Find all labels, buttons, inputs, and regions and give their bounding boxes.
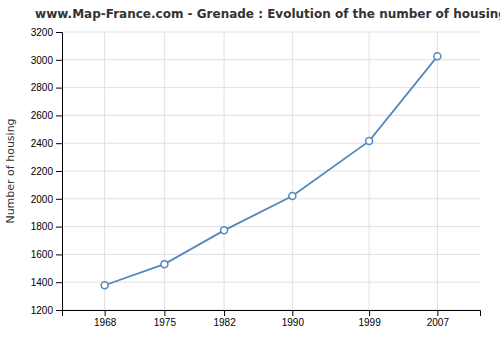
grid-line	[62, 171, 480, 172]
grid-line	[62, 282, 480, 283]
tick-label: 1400	[31, 277, 54, 288]
tick-mark	[56, 227, 62, 228]
tick-mark	[56, 32, 62, 33]
tick: 1200	[31, 305, 62, 316]
tick: 1400	[31, 277, 62, 288]
point	[434, 53, 441, 60]
chart: 1968 1975 1982 1990 1999 2007 1200 1400 1600 1800…	[0, 0, 500, 340]
grid-line	[224, 32, 225, 310]
tick-label: 1999	[358, 317, 381, 328]
y-axis-title: Number of housing	[4, 118, 17, 223]
tick-mark	[56, 143, 62, 144]
tick-label: 1968	[94, 317, 117, 328]
plot: 1968 1975 1982 1990 1999 2007 1200 1400 1600 1800…	[31, 27, 481, 328]
tick: 1968	[94, 310, 117, 328]
point	[221, 227, 228, 234]
tick-mark	[56, 282, 62, 283]
point	[366, 138, 373, 145]
grid-line	[104, 32, 105, 310]
tick-mark	[164, 310, 165, 316]
tick-label: 2600	[31, 110, 54, 121]
y-axis: 1200 1400 1600 1800 2000 2200 2400 2600 2800 3000…	[31, 27, 63, 316]
tick-label: 1975	[154, 317, 177, 328]
grid-line	[62, 32, 480, 33]
tick-mark	[292, 310, 293, 316]
tick-mark	[56, 171, 62, 172]
tick-label: 2007	[427, 317, 450, 328]
tick: 1982	[213, 310, 236, 328]
line	[105, 56, 438, 285]
grid-line	[62, 87, 480, 88]
tick-label: 2400	[31, 138, 54, 149]
tick-mark	[56, 254, 62, 255]
tick: 1990	[282, 310, 305, 328]
tick-label: 3000	[31, 55, 54, 66]
tick-label: 1800	[31, 221, 54, 232]
title: www.Map-France.com - Grenade : Evolution…	[35, 7, 500, 21]
tick: 3000	[31, 55, 62, 66]
tick-label: 1200	[31, 305, 54, 316]
grid-line	[62, 198, 480, 199]
grid-line	[292, 32, 293, 310]
series	[101, 53, 441, 289]
point	[161, 261, 168, 268]
tick: 1800	[31, 221, 62, 232]
tick: 2000	[31, 194, 62, 205]
grid-line	[369, 32, 370, 310]
tick: 2600	[31, 110, 62, 121]
tick-label: 2200	[31, 166, 54, 177]
grid-line	[62, 226, 480, 227]
tick-label: 1600	[31, 249, 54, 260]
tick-mark	[369, 310, 370, 316]
point	[289, 193, 296, 200]
tick-label: 3200	[31, 27, 54, 38]
grid-line	[62, 143, 480, 144]
tick: 3200	[31, 27, 62, 38]
tick-mark	[56, 310, 62, 311]
point	[101, 282, 108, 289]
tick: 1999	[358, 310, 381, 328]
tick: 1975	[154, 310, 177, 328]
tick-label: 1982	[213, 317, 236, 328]
grid-line	[62, 115, 480, 116]
tick: 2200	[31, 166, 62, 177]
axis-line	[56, 33, 63, 311]
axis-line	[63, 311, 481, 317]
tick-mark	[56, 60, 62, 61]
tick-mark	[56, 88, 62, 89]
tick-label: 2800	[31, 82, 54, 93]
tick-mark	[437, 310, 438, 316]
tick: 1600	[31, 249, 62, 260]
grid-line	[62, 59, 480, 60]
tick-mark	[105, 310, 106, 316]
tick: 2400	[31, 138, 62, 149]
tick: 2800	[31, 82, 62, 93]
tick-mark	[56, 199, 62, 200]
grid	[62, 32, 480, 310]
tick-mark	[56, 115, 62, 116]
x-axis: 1968 1975 1982 1990 1999 2007	[63, 310, 481, 328]
grid-line	[437, 32, 438, 310]
tick-label: 1990	[282, 317, 305, 328]
tick-mark	[224, 310, 225, 316]
tick: 2007	[427, 310, 450, 328]
tick-label: 2000	[31, 194, 54, 205]
grid-line	[62, 254, 480, 255]
